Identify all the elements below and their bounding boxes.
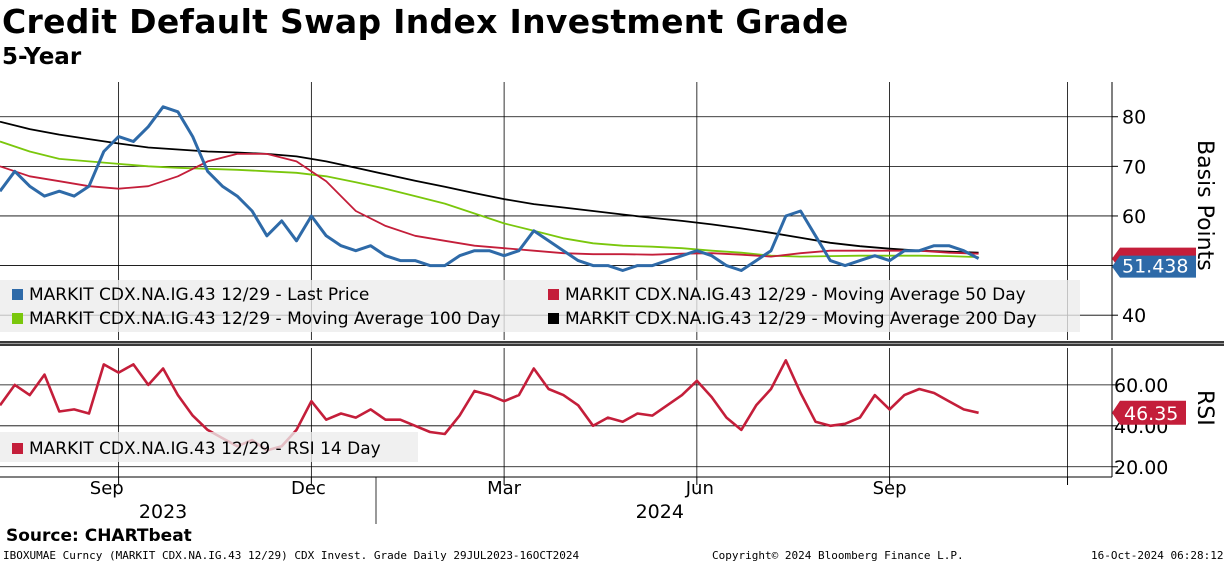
legend-swatch-ma50 — [548, 289, 559, 300]
rsi-y-tick-label: 20.00 — [1114, 457, 1168, 479]
rsi-y-tick-label: 60.00 — [1114, 375, 1168, 397]
rsi-series-line — [0, 358, 979, 452]
x-month-label: Jun — [685, 478, 714, 499]
y-tick-label: 70 — [1122, 156, 1146, 178]
rsi-panel-series — [0, 358, 979, 452]
legend-label-ma200: MARKIT CDX.NA.IG.43 12/29 - Moving Avera… — [565, 309, 1037, 329]
x-month-label: Sep — [90, 478, 124, 499]
series-line-ma100 — [0, 140, 979, 258]
legend-swatch-price — [12, 289, 23, 300]
last-rsi-value: 46.35 — [1124, 403, 1178, 425]
price-panel: MARKIT CDX.NA.IG.43 12/29 - Last Price MA… — [0, 82, 1217, 340]
price-y-axis-label: Basis Points — [1192, 140, 1217, 271]
y-tick-label: 40 — [1122, 305, 1146, 327]
rsi-legend: MARKIT CDX.NA.IG.43 12/29 - RSI 14 Day — [0, 432, 418, 462]
chart-title: Credit Default Swap Index Investment Gra… — [2, 2, 849, 41]
series-line-ma200 — [0, 120, 979, 254]
legend-swatch-ma100 — [12, 313, 23, 324]
rsi-panel-grid — [0, 348, 1113, 477]
rsi-last-marker — [1112, 400, 1186, 425]
footer-ticker-info: IBOXUMAE Curncy (MARKIT CDX.NA.IG.43 12/… — [3, 549, 580, 562]
series-line-ma50 — [0, 152, 979, 258]
rsi-panel: MARKIT CDX.NA.IG.43 12/29 - RSI 14 Day 2… — [0, 348, 1217, 479]
y-tick-label: 60 — [1122, 206, 1146, 228]
panel-separator[interactable] — [0, 341, 1224, 346]
rsi-legend-box — [0, 432, 418, 462]
legend-box — [0, 280, 1080, 332]
x-month-label: Sep — [873, 478, 907, 499]
series-line-price — [0, 105, 980, 272]
legend-label-ma100: MARKIT CDX.NA.IG.43 12/29 - Moving Avera… — [29, 309, 501, 329]
rsi-legend-swatch — [12, 443, 23, 454]
source-note: Source: CHARTbeat — [6, 526, 192, 546]
x-month-label: Mar — [487, 478, 522, 499]
rsi-y-axis-label: RSI — [1192, 390, 1217, 426]
rsi-legend-label: MARKIT CDX.NA.IG.43 12/29 - RSI 14 Day — [29, 439, 381, 459]
price-y-axis: 4050607080 — [1112, 107, 1146, 327]
footer-copyright: Copyright© 2024 Bloomberg Finance L.P. — [712, 549, 964, 562]
legend-label-price: MARKIT CDX.NA.IG.43 12/29 - Last Price — [29, 285, 369, 305]
legend-label-ma50: MARKIT CDX.NA.IG.43 12/29 - Moving Avera… — [565, 285, 1026, 305]
x-month-label: Dec — [291, 478, 326, 499]
x-axis: Sep Dec Mar Jun Sep 2023 2024 — [0, 476, 1112, 524]
y-tick-label: 80 — [1122, 107, 1146, 129]
x-year-label: 2023 — [139, 501, 187, 523]
last-rsi-tag: 46.35 — [1112, 400, 1186, 425]
price-panel-series — [0, 105, 980, 272]
chart-subtitle: 5-Year — [2, 44, 82, 70]
legend-swatch-ma200 — [548, 313, 559, 324]
footer-timestamp: 16-Oct-2024 06:28:12 — [1091, 549, 1224, 562]
price-legend: MARKIT CDX.NA.IG.43 12/29 - Last Price MA… — [0, 280, 1080, 332]
last-price-tag: 51.438 — [1112, 247, 1196, 278]
x-year-label: 2024 — [636, 501, 684, 523]
last-price-value: 51.438 — [1122, 256, 1188, 278]
price-last-marker — [1112, 255, 1196, 278]
